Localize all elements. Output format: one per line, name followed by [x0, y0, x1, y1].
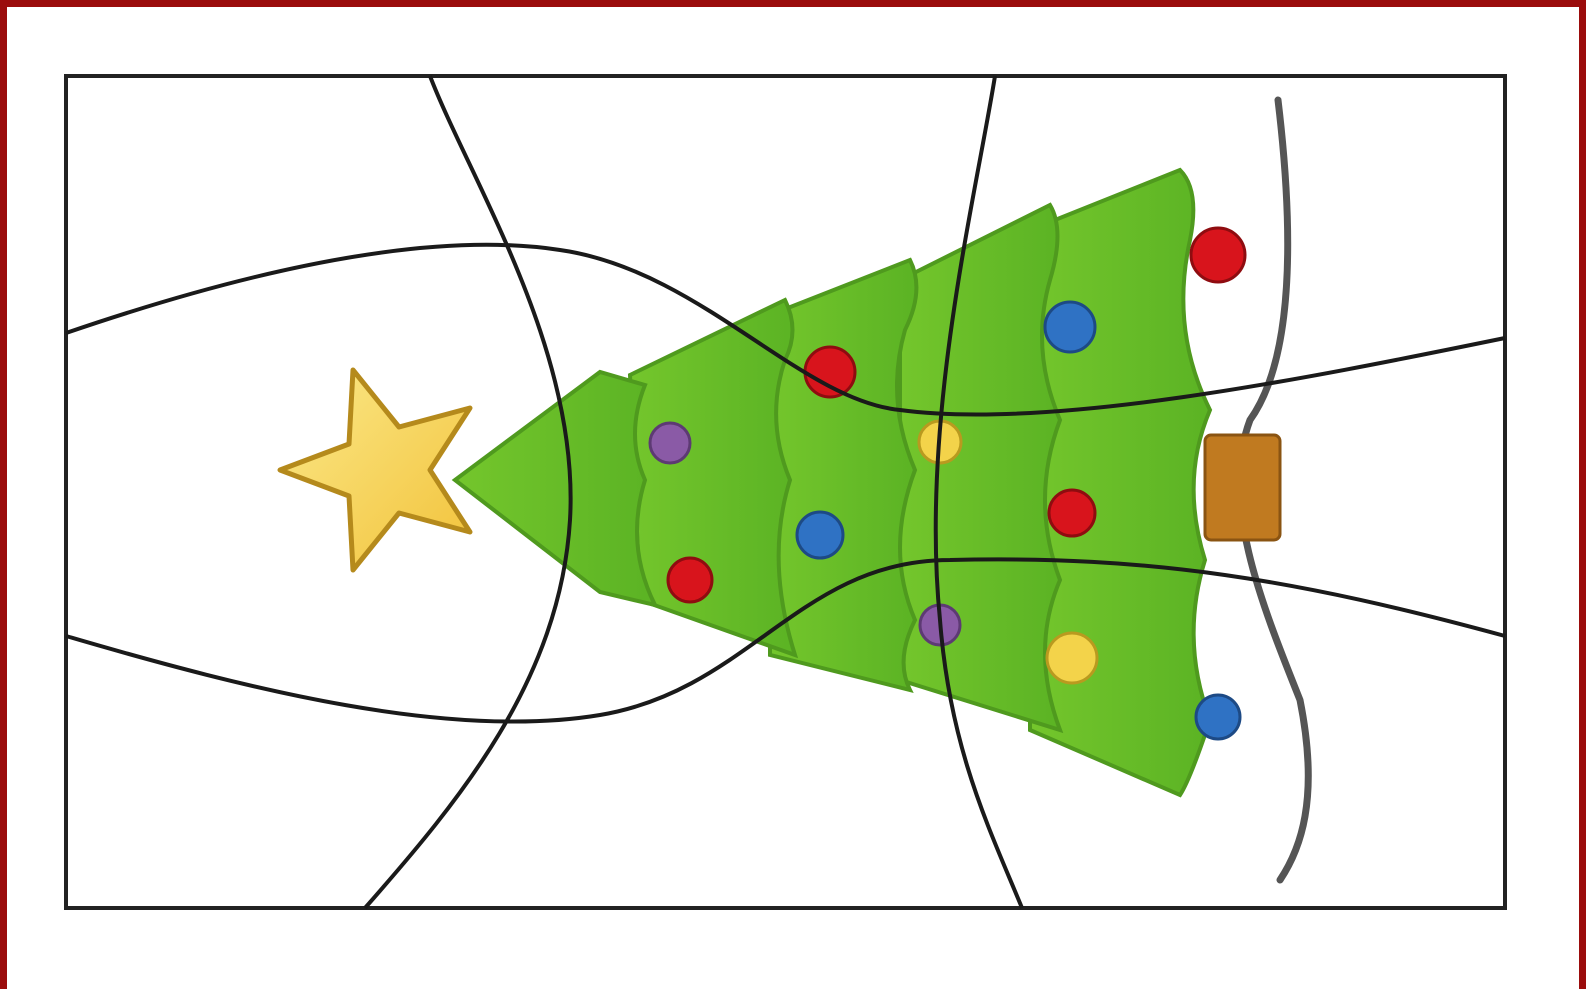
puzzle-picture [0, 0, 1586, 989]
tree-tier [900, 205, 1060, 730]
ornament [1047, 633, 1097, 683]
ornament [650, 423, 690, 463]
ornament [1045, 302, 1095, 352]
ornament [1196, 695, 1240, 739]
tree-tier [1030, 170, 1210, 795]
ornament [797, 512, 843, 558]
trunk [1205, 435, 1280, 540]
ornament [805, 347, 855, 397]
ornament [668, 558, 712, 602]
ornament [1191, 228, 1245, 282]
page [0, 0, 1586, 989]
ornament [1049, 490, 1095, 536]
